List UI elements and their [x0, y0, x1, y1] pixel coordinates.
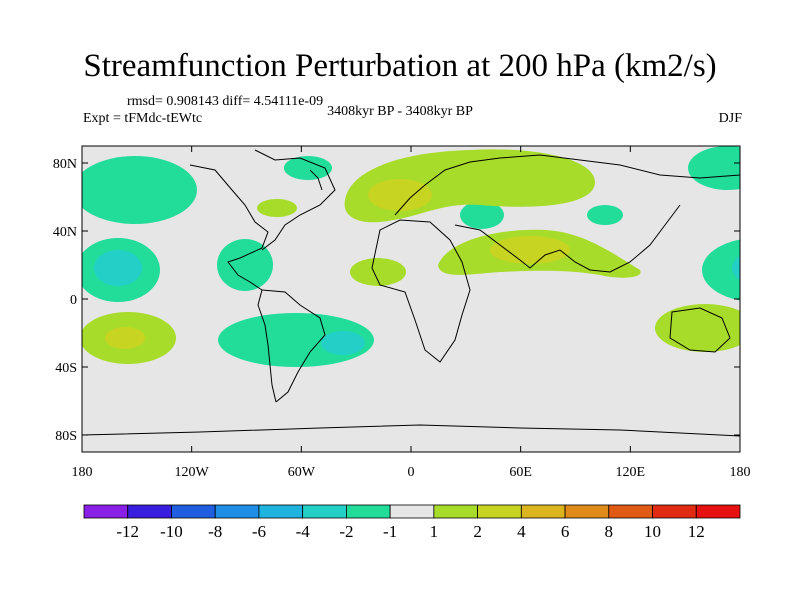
colorbar-label: -1 [383, 522, 397, 541]
colorbar-swatch [520, 504, 566, 519]
colorbar-label: -8 [208, 522, 222, 541]
colorbar-swatch [389, 504, 435, 519]
colorbar-swatch [433, 504, 479, 519]
colorbar-swatch [258, 504, 304, 519]
colorbar-swatch [302, 504, 347, 519]
stats-label: rmsd= 0.908143 diff= 4.54111e-09 [127, 94, 324, 109]
coast-africa [371, 219, 471, 363]
colorbar-swatch [214, 504, 260, 519]
coast-antarctica [82, 424, 740, 437]
colorbar-label: -4 [296, 522, 311, 541]
axis-labels: 80N 40N 0 40S 80S 180 120W 60W 0 60E 120E 180 [53, 157, 751, 480]
contour-region-north-pacific [82, 156, 197, 224]
coast-south-america-east [261, 289, 326, 403]
colorbar-swatch [652, 504, 697, 519]
colorbar-swatch [608, 504, 653, 519]
colorbar-swatch [695, 504, 741, 519]
colorbar-swatch [564, 504, 610, 519]
period-label: 3408kyr BP - 3408kyr BP [327, 104, 473, 119]
experiment-label: Expt = tFMdc-tEWtc [83, 111, 203, 126]
contour-region-hudson [284, 156, 332, 180]
lon-label: 60W [288, 465, 316, 480]
colorbar-swatch [127, 504, 172, 519]
contour-region-west-pacific [702, 239, 740, 301]
contour-region-east-asia [688, 146, 740, 190]
colorbar-label: 2 [473, 522, 482, 541]
lat-label: 80S [55, 429, 77, 444]
colorbar-swatch [83, 504, 129, 519]
colorbar-swatch [477, 504, 522, 519]
lon-label: 180 [72, 465, 93, 480]
lat-label: 40N [53, 225, 77, 240]
axis-ticks [81, 146, 741, 452]
lon-label: 120W [175, 465, 210, 480]
colorbar-label: 10 [644, 522, 661, 541]
coast-eurasia-north [394, 154, 740, 216]
colorbar-label: 1 [430, 522, 439, 541]
lon-label: 0 [408, 465, 415, 480]
contour-region-black-sea [460, 201, 504, 229]
colorbar-swatch [171, 504, 216, 519]
lon-label: 120E [616, 465, 646, 480]
map-title: Streamfunction Perturbation at 200 hPa (… [83, 48, 717, 84]
contour-region-africa-west [350, 258, 406, 286]
contour-region-great-lakes [257, 199, 297, 217]
coast-north-america-west [189, 164, 269, 291]
colorbar-label: -12 [116, 522, 139, 541]
coast-greenland [309, 169, 323, 191]
lat-label: 0 [70, 293, 77, 308]
contour-core-north-sea [368, 179, 432, 211]
strong-positive-regions [105, 179, 570, 349]
lat-label: 40S [55, 361, 77, 376]
coast-eurasia-south [454, 204, 681, 273]
coast-south-america-west [257, 289, 277, 403]
contour-region-mongolia [587, 205, 623, 225]
contour-core-south-pacific [105, 327, 145, 349]
strong-negative-regions [94, 250, 740, 355]
colorbar-label: 12 [688, 522, 705, 541]
lon-label: 180 [730, 465, 751, 480]
contour-core-central-pacific [94, 250, 142, 286]
colorbar-label: -10 [160, 522, 183, 541]
contour-region-caribbean [217, 239, 273, 291]
colorbar-label: 4 [517, 522, 526, 541]
coast-north-america-east [254, 149, 336, 251]
season-label: DJF [718, 111, 742, 126]
contour-core-south-atlantic [321, 331, 365, 355]
lon-label: 60E [509, 465, 532, 480]
colorbar: -12 -10 -8 -6 -4 -2 -1 1 2 4 6 8 10 12 [83, 504, 741, 541]
contour-core-west-pacific [732, 255, 740, 281]
contour-fields [82, 146, 740, 437]
colorbar-label: -2 [339, 522, 353, 541]
lat-label: 80N [53, 157, 77, 172]
colorbar-label: 8 [605, 522, 614, 541]
colorbar-swatch [345, 504, 391, 519]
colorbar-label: -6 [252, 522, 266, 541]
coastlines [82, 149, 740, 437]
coast-australia [669, 307, 731, 353]
contour-core-india [490, 236, 570, 264]
colorbar-label: 6 [561, 522, 570, 541]
